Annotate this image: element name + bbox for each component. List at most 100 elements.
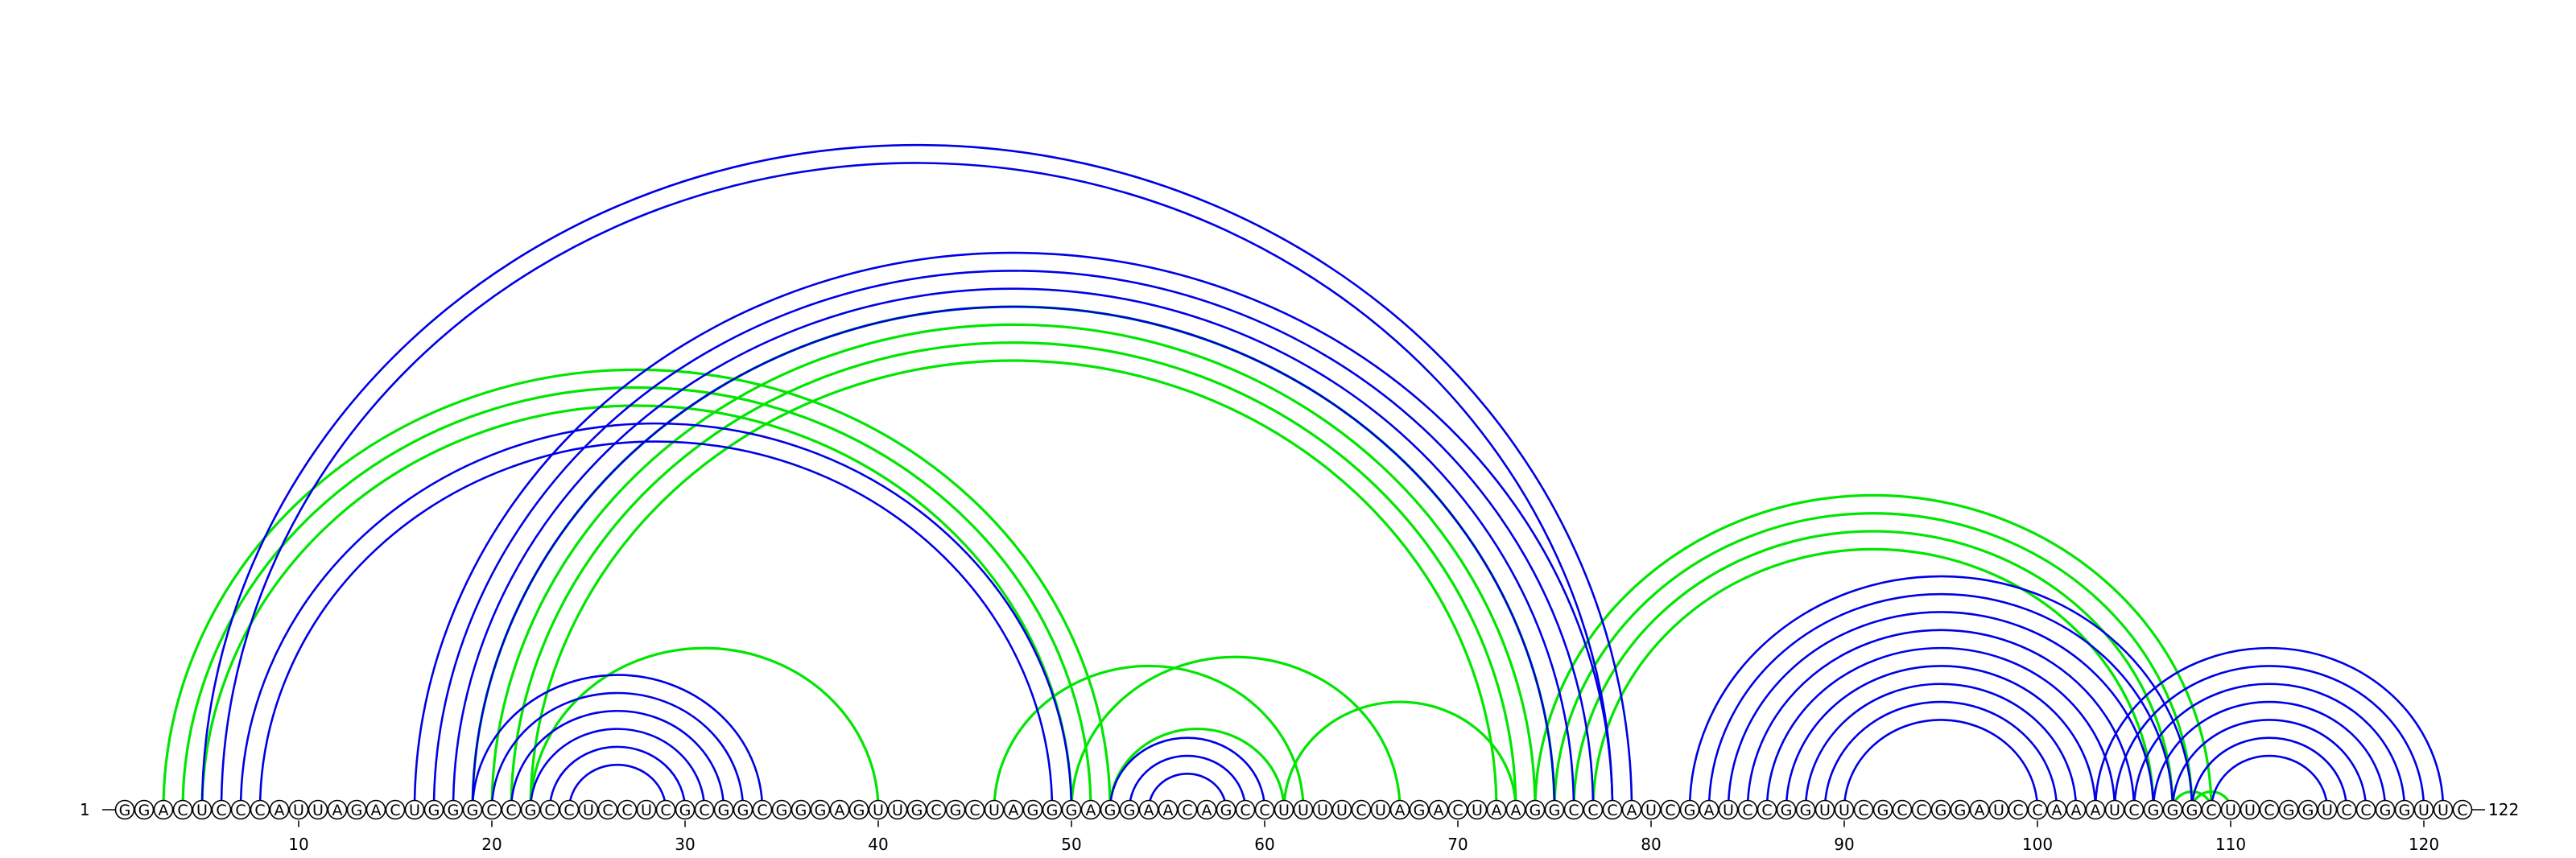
- nucleotide-letter: G: [138, 802, 151, 819]
- nucleotide-circle: [1583, 799, 1604, 820]
- nucleotide-circle: [771, 799, 792, 820]
- nucleotide: G: [1544, 799, 1565, 820]
- nucleotide-circle: [1950, 799, 1971, 820]
- nucleotide-circle: [1872, 799, 1893, 820]
- nucleotide: A: [2085, 799, 2106, 820]
- nucleotide-circle: [926, 799, 947, 820]
- nucleotide: G: [1795, 799, 1816, 820]
- nucleotide: U: [308, 799, 328, 820]
- nucleotide-circle: [1389, 799, 1410, 820]
- nucleotide-letter: G: [950, 802, 962, 819]
- nucleotide-circle: [1757, 799, 1777, 820]
- nucleotide-circle: [1930, 799, 1951, 820]
- structure-b-arc-77-106: [1591, 547, 2155, 811]
- structure-a-arc-18-76: [452, 287, 1575, 811]
- nucleotide-circle: [2278, 799, 2299, 820]
- nucleotide-letter: U: [583, 802, 594, 819]
- nucleotide-circle: [539, 799, 560, 820]
- nucleotide-letter: C: [1916, 802, 1926, 819]
- structure-b-arc-61-73: [1282, 700, 1517, 811]
- nucleotide-circle: [1563, 799, 1584, 820]
- nucleotide: A: [1389, 799, 1410, 820]
- nucleotide-letter: A: [835, 802, 845, 819]
- nucleotide-letter: U: [1317, 802, 1328, 819]
- tick-label: 10: [288, 835, 308, 854]
- structure-b-arc-22-40: [529, 646, 880, 811]
- structure-a-arc-88-102: [1804, 683, 2078, 811]
- nucleotide-letter: C: [2013, 802, 2023, 819]
- nucleotide: A: [1621, 799, 1642, 820]
- tick-label: 40: [868, 835, 888, 854]
- nucleotide-letter: U: [409, 802, 420, 819]
- nucleotide-circle: [2317, 799, 2338, 820]
- nucleotide: U: [404, 799, 425, 820]
- nucleotide-letter: U: [2322, 802, 2333, 819]
- nucleotide: C: [1737, 799, 1758, 820]
- nucleotide: C: [172, 799, 193, 820]
- nucleotide-letter: C: [660, 802, 671, 819]
- nucleotide-circle: [906, 799, 927, 820]
- nucleotide-letter: U: [641, 802, 652, 819]
- tick-label: 50: [1061, 835, 1081, 854]
- nucleotide-letter: A: [2071, 802, 2082, 819]
- structure-b-arc-76-107: [1572, 530, 2174, 811]
- nucleotide-circle: [713, 799, 734, 820]
- nucleotide: G: [346, 799, 367, 820]
- structure-a-arc-86-104: [1765, 646, 2116, 811]
- nucleotide-circle: [2085, 799, 2106, 820]
- nucleotide-letter: C: [235, 802, 246, 819]
- nucleotide-letter: U: [892, 802, 903, 819]
- nucleotide-letter: A: [1144, 802, 1154, 819]
- structure-a-arc-89-101: [1823, 700, 2058, 811]
- nucleotide-circle: [1254, 799, 1275, 820]
- nucleotide-letter: G: [1220, 802, 1232, 819]
- nucleotide-letter: G: [467, 802, 479, 819]
- nucleotide-circle: [1486, 799, 1507, 820]
- structure-a-arc-6-78: [220, 162, 1614, 811]
- structure-b-arc-21-73: [510, 341, 1517, 811]
- nucleotide-circle: [1042, 799, 1063, 820]
- nucleotide-letter: A: [1434, 802, 1444, 819]
- nucleotide: G: [2297, 799, 2318, 820]
- nucleotide-letter: A: [332, 802, 343, 819]
- nucleotide: C: [501, 799, 522, 820]
- structure-a-arc-22-31: [529, 728, 706, 811]
- nucleotide-letter: U: [312, 802, 324, 819]
- nucleotide: C: [655, 799, 676, 820]
- nucleotide-circle: [443, 799, 464, 820]
- nucleotide: G: [1950, 799, 1971, 820]
- nucleotide-letter: U: [1472, 802, 1483, 819]
- nucleotide-circle: [559, 799, 580, 820]
- nucleotide: C: [2124, 799, 2145, 820]
- nucleotide: A: [1428, 799, 1449, 820]
- nucleotide-letter: A: [1009, 802, 1019, 819]
- nucleotide: U: [1370, 799, 1391, 820]
- nucleotide: A: [1196, 799, 1217, 820]
- nucleotide: U: [2220, 799, 2241, 820]
- nucleotide: U: [2104, 799, 2125, 820]
- nucleotide-circle: [153, 799, 174, 820]
- nucleotide-letter: A: [1163, 802, 1174, 819]
- nucleotide-letter: C: [1356, 802, 1366, 819]
- nucleotide-letter: G: [119, 802, 131, 819]
- nucleotide: C: [1351, 799, 1372, 820]
- nucleotide: U: [192, 799, 213, 820]
- nucleotide-circle: [1119, 799, 1140, 820]
- nucleotide-letter: U: [2418, 802, 2429, 819]
- nucleotide: G: [2162, 799, 2183, 820]
- nucleotide-circle: [597, 799, 618, 820]
- nucleotide-letter: G: [815, 802, 827, 819]
- nucleotide: A: [1003, 799, 1024, 820]
- structure-b-arc-3-52: [162, 368, 1112, 811]
- nucleotide-letter: G: [1124, 802, 1136, 819]
- nucleotide-letter: C: [2128, 802, 2139, 819]
- nucleotide-letter: A: [1395, 802, 1406, 819]
- nucleotide-circle: [1235, 799, 1256, 820]
- nucleotide: A: [1158, 799, 1179, 820]
- nucleotide-letter: C: [2032, 802, 2042, 819]
- nucleotide: G: [2143, 799, 2164, 820]
- nucleotide-circle: [752, 799, 773, 820]
- nucleotide-circle: [1100, 799, 1121, 820]
- nucleotide: G: [1930, 799, 1951, 820]
- nucleotide-letter: G: [795, 802, 807, 819]
